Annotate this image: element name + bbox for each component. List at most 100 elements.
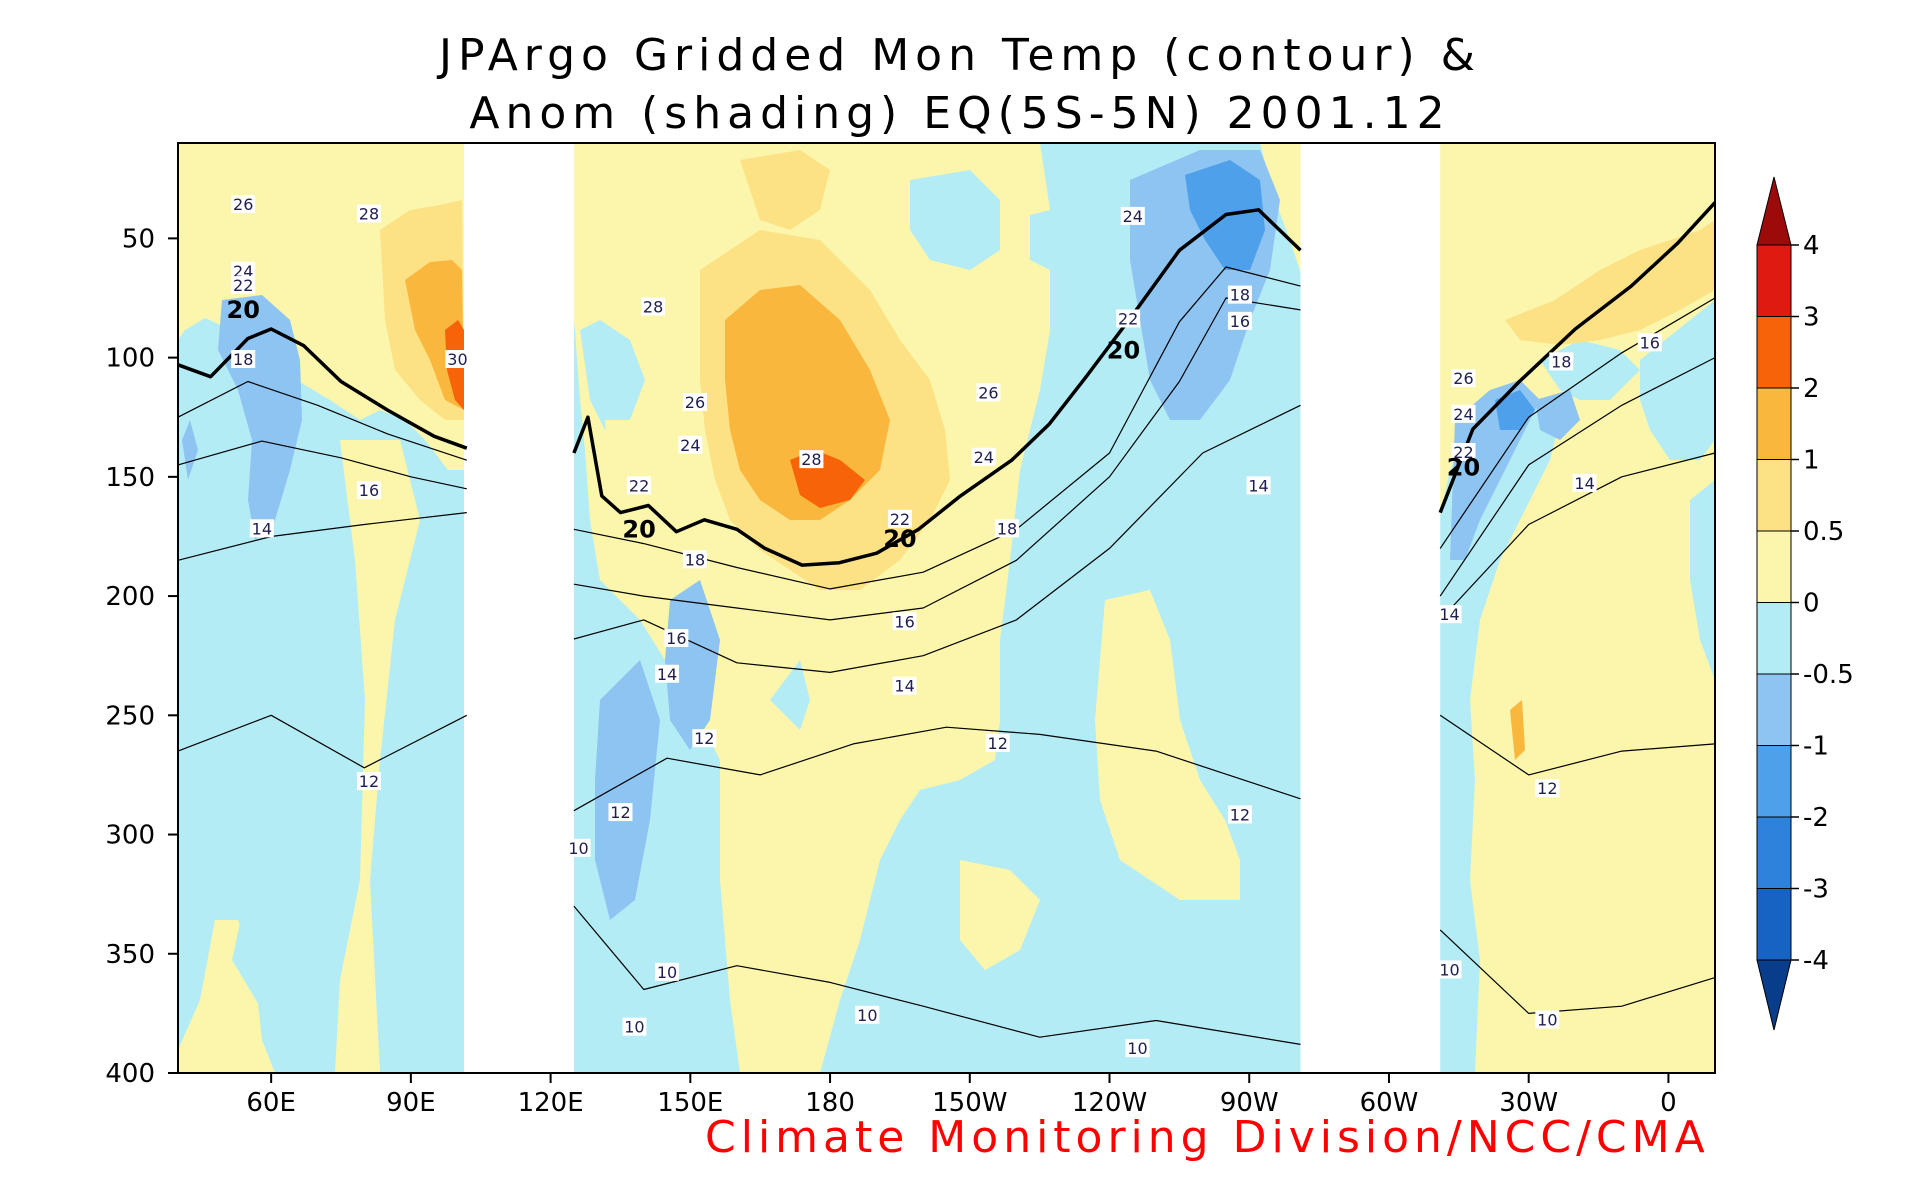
colorbar-box-7 [1756,459,1792,532]
contour-label-14: 14 [1572,474,1597,493]
contour-10-segment-1 [1439,929,1716,1014]
y-axis: 50 100 150 200 250 300 350 400 [105,224,178,1089]
y-tick-label-100: 100 [105,344,155,374]
svg-text:22: 22 [629,476,649,495]
contour-label-22: 22 [1116,309,1141,328]
svg-text:14: 14 [1439,605,1459,624]
svg-text:18: 18 [997,519,1017,538]
svg-text:20: 20 [622,515,655,543]
contour-18-segment-0 [177,380,467,461]
svg-text:14: 14 [894,677,914,696]
contour-label-26: 26 [682,392,707,412]
colorbar-label--2: -2 [1803,803,1829,833]
contour-label-22: 22 [627,476,652,495]
contour-label-10: 10 [1535,1010,1560,1030]
colorbar-label-3: 3 [1803,303,1820,333]
svg-text:10: 10 [657,963,677,982]
contour-label-16: 16 [356,481,381,500]
svg-text:28: 28 [359,205,379,224]
contour-label-22: 22 [231,276,256,295]
contour-label-28: 28 [356,204,381,224]
contour-label-24: 24 [1120,206,1145,226]
contour-label-24: 24 [231,261,256,281]
colorbar-label--1: -1 [1803,732,1829,762]
svg-text:10: 10 [1439,960,1459,979]
contour-label-18: 18 [995,519,1020,538]
plot-frame [177,142,1716,1074]
svg-text:10: 10 [857,1006,877,1025]
contour-label-10: 10 [855,1005,880,1025]
svg-text:12: 12 [1230,805,1250,824]
temperature-contours [177,201,1717,1045]
svg-text:28: 28 [643,298,663,317]
colorbar-box-2 [1756,816,1792,889]
contour-label-24: 24 [971,447,996,467]
x-tick-label-90E: 90E [386,1088,436,1118]
contour-label-16: 16 [1227,311,1252,331]
svg-text:20: 20 [883,525,916,553]
svg-text:22: 22 [233,276,253,295]
contour-label-14: 14 [892,676,917,696]
contour-label-12: 12 [1535,779,1560,798]
contour-16-segment-1 [573,297,1301,621]
svg-text:16: 16 [894,612,914,631]
anomaly-shading-indian-ocean [178,143,464,1073]
contour-label-16: 16 [1637,333,1662,352]
contour-label-16: 16 [892,612,917,631]
contour-18-segment-2 [1439,297,1716,549]
svg-text:14: 14 [1248,476,1268,495]
colorbar-label-0.5: 0.5 [1803,517,1844,547]
svg-text:16: 16 [1230,312,1250,331]
contour-label-18: 18 [1227,285,1252,305]
contour-16-segment-2 [1439,357,1716,597]
contour-label-18: 18 [231,350,256,369]
contour-label-28: 28 [799,450,824,469]
contour-label-12: 12 [356,772,381,791]
contour-label-12: 12 [1227,805,1252,824]
contour-20-segment-1 [572,208,1302,567]
chart-title-line-1: JPArgo Gridded Mon Temp (contour) & [439,30,1481,81]
contour-label-30: 30 [445,350,470,369]
contour-label-24: 24 [678,435,703,455]
contour-label-18: 18 [682,550,707,569]
svg-text:26: 26 [233,195,253,214]
svg-text:10: 10 [1537,1011,1557,1030]
contour-label-12: 12 [608,803,633,822]
y-tick-label-400: 400 [105,1059,155,1089]
svg-text:14: 14 [1574,474,1594,493]
colorbar-label-4: 4 [1803,231,1820,261]
contour-label-12: 12 [985,733,1010,753]
contour-label-26: 26 [976,383,1001,402]
svg-text:16: 16 [666,629,686,648]
svg-text:12: 12 [988,734,1008,753]
svg-text:12: 12 [694,729,714,748]
svg-text:18: 18 [685,550,705,569]
missing-data-band-0 [466,143,574,1073]
contour-20-segment-0 [177,327,468,450]
contour-label-12: 12 [692,729,717,748]
svg-text:20: 20 [1447,453,1480,481]
colorbar-box-3 [1756,745,1792,818]
contour-label-10: 10 [1437,960,1462,979]
svg-text:12: 12 [1537,779,1557,798]
svg-text:10: 10 [1127,1039,1147,1058]
contour-label-20: 20 [622,515,655,543]
svg-text:18: 18 [233,350,253,369]
contour-label-20: 20 [1107,336,1140,364]
svg-text:14: 14 [252,519,272,538]
contour-10-segment-0 [573,905,1301,1045]
contour-12-segment-2 [1439,714,1716,776]
anomaly-shading-pacific-ocean [570,143,1303,1073]
colorbar: 4 3 2 1 0.5 0 -0.5 -1 -2 -3 -4 [1756,176,1854,1031]
x-tick-label-150W: 150W [932,1088,1007,1118]
x-axis: 60E 90E 120E 150E 180 150W 120W 90W 60W 30W 0 [246,1073,1677,1118]
colorbar-box-9 [1756,316,1792,389]
colorbar-box-6 [1756,530,1792,603]
y-tick-label-250: 250 [105,701,155,731]
svg-text:26: 26 [1453,369,1473,388]
contour-label-18: 18 [1549,352,1574,371]
x-tick-label-120W: 120W [1072,1088,1147,1118]
contour-label-20: 20 [227,296,260,324]
anomaly-shading-atlantic-ocean [1435,143,1715,1073]
